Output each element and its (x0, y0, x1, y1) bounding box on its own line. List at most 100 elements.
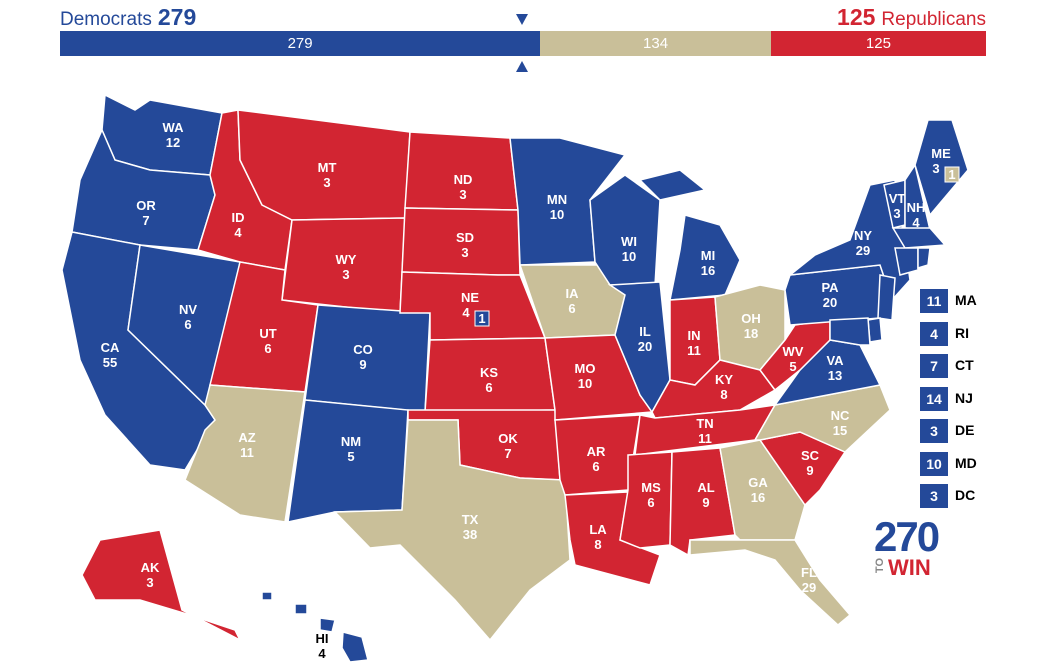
state-label-mn: MN (547, 192, 567, 207)
bar-segment-dem: 279 (60, 31, 541, 56)
state-ev-al: 9 (702, 495, 709, 510)
ne-box-abbrev: DE (955, 422, 975, 438)
state-ev-mn: 10 (550, 207, 564, 222)
state-ms[interactable] (619, 451, 673, 549)
state-me[interactable] (914, 119, 969, 217)
state-ev-az: 11 (240, 445, 254, 460)
state-hi[interactable] (261, 591, 369, 663)
state-ev-fl: 29 (802, 580, 816, 595)
state-ev-ne: 4 (462, 305, 470, 320)
state-ev-ia: 6 (568, 301, 575, 316)
state-label-hi: HI (316, 631, 329, 646)
state-label-ky: KY (715, 372, 733, 387)
ne-box-ev: 11 (920, 289, 948, 313)
state-md[interactable] (829, 317, 871, 346)
ne-box-abbrev: DC (955, 487, 976, 503)
ne-box-md[interactable]: 10 MD (920, 451, 1020, 478)
threshold-marker-bottom-icon (516, 61, 528, 72)
state-label-nm: NM (341, 434, 361, 449)
state-label-ak: AK (141, 560, 160, 575)
state-label-nv: NV (179, 302, 197, 317)
state-tx[interactable] (333, 419, 571, 642)
state-ev-sd: 3 (461, 245, 468, 260)
state-label-la: LA (589, 522, 607, 537)
state-ma[interactable] (891, 227, 947, 249)
state-label-vt: VT (889, 191, 906, 206)
ne-box-ma[interactable]: 11 MA (920, 289, 1020, 315)
state-ev-va: 13 (828, 368, 842, 383)
ne-box-ev: 4 (920, 321, 948, 346)
state-ev-wv: 5 (789, 359, 796, 374)
state-ak[interactable] (81, 529, 242, 642)
state-ev-nd: 3 (459, 187, 466, 202)
state-ev-nv: 6 (184, 317, 191, 332)
republicans-label: Republicans (881, 9, 986, 30)
state-ev-il: 20 (638, 339, 652, 354)
electoral-vote-bar: 279 134 125 (60, 31, 986, 56)
270towin-logo: 270 TO WIN (872, 516, 942, 582)
state-ev-nc: 15 (833, 423, 847, 438)
ne-box-ri[interactable]: 4 RI (920, 321, 1020, 348)
state-ev-mi: 16 (701, 263, 715, 278)
state-label-nd: ND (454, 172, 473, 187)
ne-box-abbrev: MA (955, 292, 977, 308)
state-label-wv: WV (783, 344, 804, 359)
state-ev-tx: 38 (463, 527, 477, 542)
ne-box-ev: 7 (920, 354, 948, 378)
split-vote-box-me[interactable] (944, 166, 960, 183)
state-label-wa: WA (163, 120, 185, 135)
state-ev-ok: 7 (504, 446, 511, 461)
state-label-tx: TX (462, 512, 479, 527)
state-label-ks: KS (480, 365, 498, 380)
state-ev-mt: 3 (323, 175, 330, 190)
state-ev-vt: 3 (893, 206, 900, 221)
ne-box-ev: 3 (920, 419, 948, 443)
state-label-mt: MT (318, 160, 337, 175)
state-ev-oh: 18 (744, 326, 758, 341)
republicans-header: 125 Republicans (837, 4, 986, 31)
state-il[interactable] (607, 281, 671, 414)
state-label-ny: NY (854, 228, 872, 243)
ne-box-ev: 3 (920, 484, 948, 508)
state-ev-wi: 10 (622, 249, 636, 264)
state-label-mi: MI (701, 248, 715, 263)
split-vote-box-ne[interactable] (474, 310, 490, 327)
state-ev-ky: 8 (720, 387, 727, 402)
state-ev-ar: 6 (592, 459, 599, 474)
ne-box-dc[interactable]: 3 DC (920, 484, 1020, 510)
state-az[interactable] (184, 384, 306, 523)
state-ri[interactable] (917, 247, 931, 270)
state-label-az: AZ (238, 430, 255, 445)
state-label-sc: SC (801, 448, 820, 463)
democrats-label: Democrats (60, 9, 152, 30)
state-ev-la: 8 (594, 537, 601, 552)
state-label-va: VA (826, 353, 844, 368)
republicans-total: 125 (837, 4, 876, 30)
state-ct[interactable] (894, 247, 919, 276)
state-label-in: IN (688, 328, 701, 343)
state-ev-ny: 29 (856, 243, 870, 258)
state-label-wi: WI (621, 234, 637, 249)
logo-number: 270 (874, 513, 940, 560)
state-ar[interactable] (554, 414, 641, 496)
state-ev-ks: 6 (485, 380, 492, 395)
ne-box-de[interactable]: 3 DE (920, 419, 1020, 445)
logo-to: TO (874, 558, 886, 574)
state-fl[interactable] (689, 539, 852, 626)
ne-box-ev: 10 (920, 451, 948, 476)
ne-box-ev: 14 (920, 386, 948, 411)
state-label-co: CO (353, 342, 373, 357)
ne-box-ct[interactable]: 7 CT (920, 354, 1020, 380)
state-label-ms: MS (641, 480, 661, 495)
state-label-nh: NH (907, 200, 926, 215)
state-ev-me: 3 (932, 161, 939, 176)
state-wi[interactable] (589, 174, 661, 286)
ne-box-nj[interactable]: 14 NJ (920, 386, 1020, 413)
state-ev-wy: 3 (342, 267, 349, 282)
state-ev-mo: 10 (578, 376, 592, 391)
state-label-ga: GA (748, 475, 768, 490)
state-nj[interactable] (877, 274, 896, 321)
state-co[interactable] (304, 304, 431, 413)
state-label-pa: PA (821, 280, 839, 295)
